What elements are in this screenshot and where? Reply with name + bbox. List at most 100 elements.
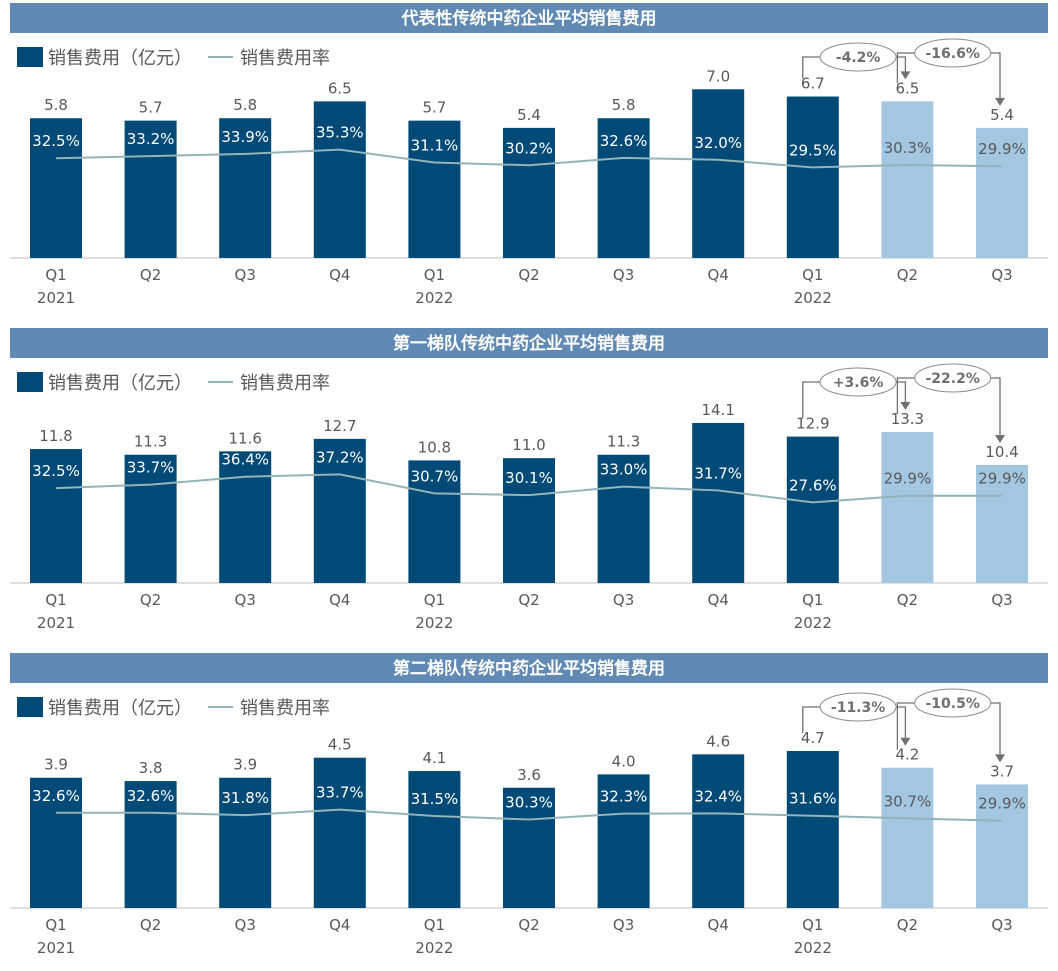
rate-value-label: 31.6%	[789, 790, 837, 808]
legend-bar-swatch	[17, 372, 43, 392]
rate-value-label: 32.5%	[32, 132, 80, 150]
bar-value-label: 4.6	[706, 732, 730, 750]
bar-value-label: 10.8	[418, 438, 451, 456]
rate-value-label: 32.5%	[32, 462, 80, 480]
annotation-label: -10.5%	[926, 696, 980, 712]
rate-value-label: 35.3%	[316, 124, 364, 142]
bar	[692, 89, 745, 258]
rate-value-label: 31.5%	[411, 790, 459, 808]
bar	[313, 101, 366, 258]
annotation-arrow-icon	[900, 71, 911, 80]
rate-value-label: 30.7%	[411, 467, 459, 485]
bar-value-label: 10.4	[985, 443, 1018, 461]
bar-value-label: 4.2	[895, 746, 919, 764]
x-year-label: 2022	[415, 614, 453, 632]
bar-value-label: 7.0	[706, 67, 730, 85]
bar-value-label: 5.4	[517, 106, 541, 124]
x-tick-label: Q2	[140, 266, 161, 284]
bar	[503, 127, 555, 258]
annotation-bracket	[896, 702, 915, 750]
x-tick-label: Q1	[424, 916, 445, 934]
x-tick-label: Q4	[708, 916, 729, 934]
annotation-bracket	[896, 381, 907, 404]
annotation-bracket	[990, 377, 1001, 436]
annotation-bracket	[802, 56, 821, 79]
rate-value-label: 27.6%	[789, 476, 837, 494]
x-tick-label: Q3	[235, 916, 256, 934]
rate-value-label: 29.9%	[884, 470, 932, 488]
x-tick-label: Q1	[424, 591, 445, 609]
annotation-bracket	[802, 706, 821, 734]
bar-value-label: 5.8	[612, 96, 636, 114]
bar	[124, 454, 177, 583]
legend-bar-swatch	[17, 697, 43, 717]
chart-title: 第二梯队传统中药企业平均销售费用	[393, 658, 665, 679]
annotation-bracket	[896, 56, 907, 73]
annotation-label: -11.3%	[831, 700, 885, 716]
x-tick-label: Q1	[802, 916, 823, 934]
annotation-bubble	[819, 42, 897, 72]
x-tick-label: Q3	[613, 266, 634, 284]
rate-line	[55, 148, 1003, 169]
x-tick-label: Q2	[518, 266, 539, 284]
bar-value-label: 11.6	[228, 429, 261, 447]
x-tick-label: Q2	[140, 916, 161, 934]
legend-line-label: 销售费用率	[240, 48, 330, 69]
rate-value-label: 31.8%	[221, 789, 269, 807]
bar	[30, 449, 82, 583]
legend-line-label: 销售费用率	[240, 373, 330, 394]
x-tick-label: Q4	[708, 591, 729, 609]
x-year-label: 2021	[37, 289, 75, 307]
annotation-bubble	[914, 38, 992, 68]
bar	[408, 771, 461, 908]
rate-value-label: 33.7%	[127, 459, 175, 477]
rate-value-label: 37.2%	[316, 448, 364, 466]
rate-value-label: 32.3%	[600, 788, 648, 806]
rate-value-label: 36.4%	[221, 451, 269, 469]
bar-value-label: 4.0	[612, 752, 636, 770]
bar-value-label: 11.3	[134, 433, 167, 451]
x-tick-label: Q3	[613, 591, 634, 609]
annotation-bracket	[896, 706, 907, 739]
bar	[692, 422, 745, 583]
bar-value-label: 6.5	[328, 79, 352, 97]
annotation-bubble	[819, 367, 897, 397]
x-tick-label: Q1	[45, 916, 66, 934]
bar	[503, 458, 555, 583]
legend-line-label: 销售费用率	[240, 698, 330, 719]
legend-bar-label: 销售费用（亿元）	[48, 698, 192, 719]
rate-value-label: 30.3%	[505, 794, 553, 812]
x-tick-label: Q4	[329, 916, 350, 934]
bar	[503, 787, 555, 908]
rate-value-label: 31.1%	[411, 137, 459, 155]
rate-value-label: 30.2%	[505, 139, 553, 157]
annotation-arrow-icon	[900, 737, 911, 746]
annotation-bubble	[914, 363, 992, 393]
rate-value-label: 33.2%	[127, 130, 175, 148]
rate-value-label: 29.9%	[978, 795, 1026, 813]
x-tick-label: Q2	[897, 591, 918, 609]
x-tick-label: Q2	[518, 591, 539, 609]
legend-bar-label: 销售费用（亿元）	[48, 48, 192, 69]
bar-value-label: 11.8	[39, 427, 72, 445]
bar	[219, 777, 272, 908]
x-tick-label: Q4	[329, 591, 350, 609]
bar	[124, 781, 177, 908]
bar-value-label: 4.5	[328, 736, 352, 754]
annotation-label: -16.6%	[926, 46, 980, 62]
bar-value-label: 4.1	[422, 749, 446, 767]
bar	[313, 438, 366, 583]
chart-title: 第一梯队传统中药企业平均销售费用	[393, 333, 665, 354]
bar-value-label: 3.9	[44, 756, 68, 774]
x-tick-label: Q1	[45, 591, 66, 609]
rate-value-label: 32.6%	[127, 787, 175, 805]
bar-value-label: 3.8	[139, 759, 163, 777]
x-year-label: 2022	[794, 939, 832, 957]
x-tick-label: Q3	[613, 916, 634, 934]
chart-title: 代表性传统中药企业平均销售费用	[401, 8, 657, 29]
rate-value-label: 33.7%	[316, 784, 364, 802]
bar	[597, 118, 650, 258]
x-year-label: 2021	[37, 939, 75, 957]
